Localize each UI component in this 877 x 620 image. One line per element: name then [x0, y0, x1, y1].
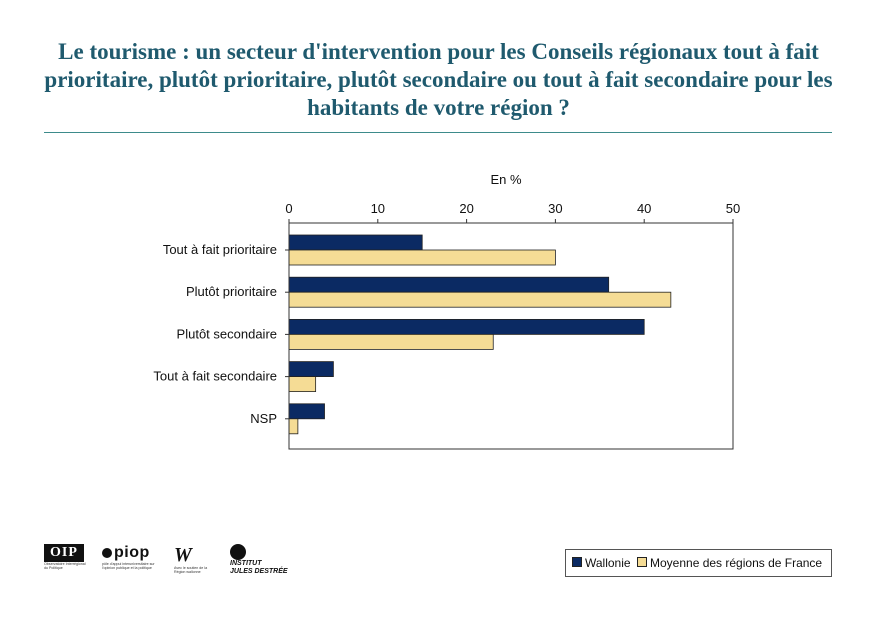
title-divider: [44, 132, 832, 133]
oip-logo: OIP Observatoire Interrégional du Politi…: [44, 544, 88, 570]
chart-legend: Wallonie Moyenne des régions de France: [565, 549, 832, 577]
category-label: Plutôt secondaire: [177, 326, 277, 341]
category-label: NSP: [250, 411, 277, 426]
category-label: Tout à fait secondaire: [153, 369, 277, 384]
x-tick-label: 30: [548, 201, 562, 216]
bar-france: [288, 291, 672, 308]
piop-logo: piop pôle d'appui interuniversitaire sur…: [102, 544, 162, 570]
bar-france: [288, 333, 494, 350]
piop-logo-mark: piop: [102, 544, 162, 562]
bar-france: [288, 249, 556, 266]
x-tick-label: 0: [285, 201, 292, 216]
unit-label: En %: [490, 172, 522, 187]
ijd-logo-line2: JULES DESTRÉE: [230, 568, 288, 575]
piop-logo-caption: pôle d'appui interuniversitaire sur l'op…: [102, 562, 155, 570]
bar-wallonie: [288, 361, 334, 378]
category-label: Tout à fait prioritaire: [163, 242, 277, 257]
wallonie-logo: W Avec le soutien de la Région wallonne: [174, 544, 214, 574]
bar-wallonie: [288, 276, 610, 293]
page-title: Le tourisme : un secteur d'intervention …: [44, 39, 833, 120]
ijd-logo-emblem: [230, 544, 246, 560]
legend-swatch-wallonie: [572, 557, 582, 567]
plot-frame: [288, 222, 734, 450]
logo-strip: OIP Observatoire Interrégional du Politi…: [44, 544, 294, 580]
bar-france: [288, 376, 317, 393]
wallonie-logo-caption: Avec le soutien de la Région wallonne: [174, 566, 208, 574]
category-label: Plutôt prioritaire: [186, 284, 277, 299]
legend-swatch-france: [637, 557, 647, 567]
legend-label-wallonie: Wallonie: [585, 556, 631, 570]
bar-wallonie: [288, 318, 645, 335]
oip-logo-caption: Observatoire Interrégional du Politique: [44, 562, 86, 570]
bar-wallonie: [288, 234, 423, 251]
wallonie-logo-mark: W: [174, 544, 192, 566]
bar-wallonie: [288, 403, 325, 420]
x-tick-label: 40: [637, 201, 651, 216]
x-tick-label: 20: [459, 201, 473, 216]
institut-jules-destree-logo: INSTITUT JULES DESTRÉE: [230, 544, 290, 576]
oip-logo-mark: OIP: [44, 544, 84, 562]
bar-france: [288, 418, 299, 435]
ijd-logo-line1: INSTITUT: [230, 560, 262, 567]
x-tick-label: 50: [726, 201, 740, 216]
x-tick-label: 10: [371, 201, 385, 216]
legend-item-wallonie: Wallonie: [572, 556, 631, 570]
legend-item-france: Moyenne des régions de France: [637, 556, 822, 570]
legend-label-france: Moyenne des régions de France: [650, 556, 823, 570]
